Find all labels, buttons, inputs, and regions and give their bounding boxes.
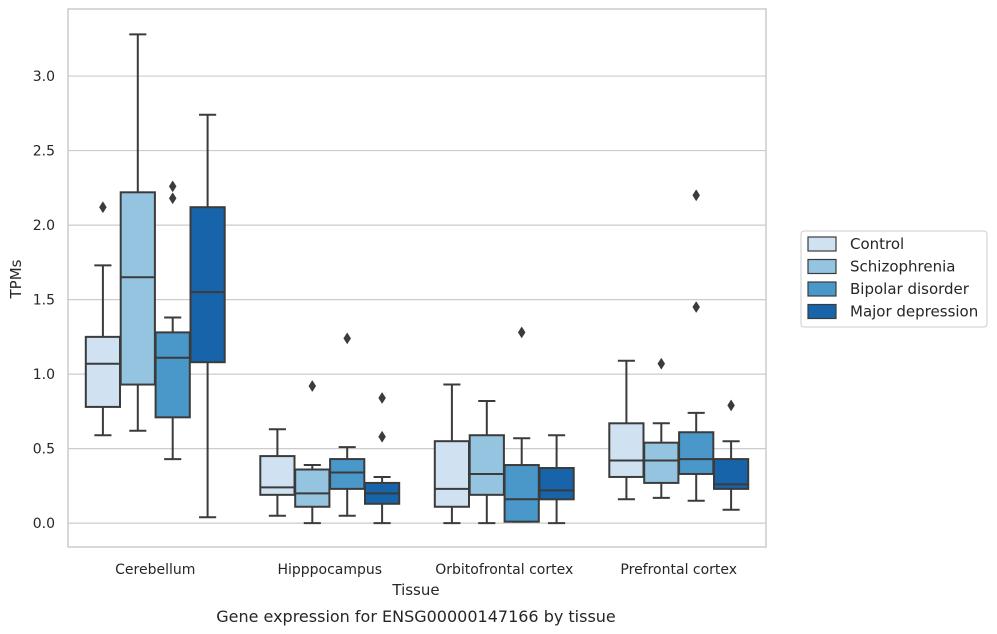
x-tick-label: Hipppocampus (277, 562, 382, 578)
legend-swatch (807, 303, 837, 320)
y-tick-label: 0.0 (33, 516, 55, 532)
y-tick-label: 1.5 (33, 293, 55, 309)
box-major-depression (363, 392, 401, 525)
box-bipolar-disorder (329, 332, 366, 517)
outlier-point (168, 192, 177, 205)
box-body (608, 422, 645, 478)
box-body (433, 440, 471, 508)
box-body (189, 206, 226, 364)
legend: Control Schizophrenia Bipolar disorder Majo… (800, 230, 988, 328)
box-body (259, 455, 296, 496)
box-control (259, 428, 296, 517)
box-schizophrenia (119, 33, 156, 432)
legend-label: Schizophrenia (850, 258, 955, 276)
outlier-point (657, 357, 666, 370)
y-tick-label: 3.0 (33, 69, 55, 85)
legend-frame (800, 230, 988, 328)
box-major-depression (189, 113, 226, 519)
y-tick-label: 1.0 (33, 367, 55, 383)
y-tick-label: 0.5 (33, 442, 55, 458)
legend-label: Major depression (850, 303, 978, 321)
outlier-point (378, 392, 386, 404)
box-body (119, 191, 156, 386)
y-tick-label: 2.0 (33, 218, 55, 234)
plot-area-frame (67, 8, 767, 548)
y-axis-title: TPMs (7, 259, 25, 299)
x-tick-label: Cerebellum (115, 562, 195, 578)
outlier-point (343, 332, 351, 345)
x-tick-label: Prefrontal cortex (620, 562, 737, 578)
outlier-point (517, 326, 526, 339)
outlier-point (692, 301, 700, 314)
outlier-point (308, 380, 317, 393)
box-body (538, 467, 575, 501)
box-bipolar-disorder (154, 180, 191, 461)
box-control (608, 359, 645, 501)
box-body (84, 335, 122, 408)
box-bipolar-disorder (678, 189, 715, 502)
outlier-point (378, 430, 386, 443)
box-body (154, 331, 191, 419)
legend-swatch (807, 281, 837, 297)
y-axis-ticks: 0.0 0.5 1.0 1.5 2.0 2.5 3.0 (33, 69, 55, 532)
legend-swatch (807, 258, 837, 275)
box-body (468, 434, 505, 496)
outlier-point (99, 201, 107, 214)
box-body (503, 464, 540, 523)
box-control (84, 201, 122, 437)
box-body (294, 468, 331, 508)
box-schizophrenia (468, 399, 505, 525)
chart-caption: Gene expression for ENSG00000147166 by t… (216, 607, 616, 626)
outlier-point (692, 189, 700, 202)
box-major-depression (712, 399, 750, 511)
box-major-depression (538, 434, 575, 525)
box-schizophrenia (643, 357, 680, 499)
box-schizophrenia (294, 380, 331, 525)
y-tick-label: 2.5 (33, 144, 55, 160)
box-body (329, 458, 366, 490)
box-series (84, 33, 750, 525)
x-tick-label: Orbitofrontal cortex (435, 562, 573, 578)
legend-label: Control (850, 235, 904, 253)
box-control (433, 383, 471, 525)
outlier-point (168, 180, 177, 193)
legend-label: Bipolar disorder (850, 280, 970, 298)
outlier-point (727, 399, 735, 412)
x-axis-ticks: Cerebellum Hipppocampus Orbitofrontal cort… (115, 562, 737, 578)
box-body (643, 441, 680, 484)
x-axis-title: Tissue (391, 581, 439, 599)
legend-swatch (807, 236, 837, 252)
box-bipolar-disorder (503, 326, 540, 523)
box-body (678, 431, 715, 475)
